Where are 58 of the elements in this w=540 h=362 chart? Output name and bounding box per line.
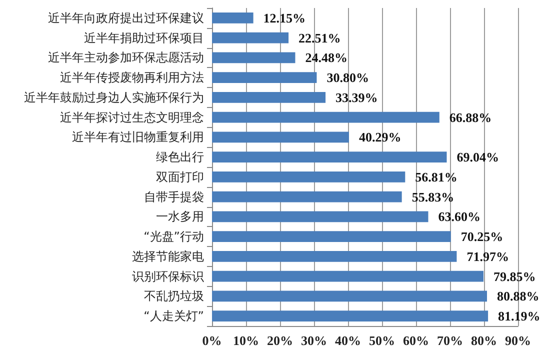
x-tick-label: 40% (335, 333, 361, 348)
y-tick-label: 自带手提袋 (144, 190, 204, 204)
y-tick-label: “人走关灯” (144, 309, 204, 324)
bar (212, 92, 326, 103)
y-tick-label: 不乱扔垃圾 (144, 289, 204, 304)
data-label: 79.85% (493, 268, 536, 284)
bar (212, 250, 457, 262)
y-tick-label: 近半年主动参加环保志愿活动 (48, 50, 204, 65)
data-label: 56.81% (415, 169, 458, 184)
x-tick-label: 0% (202, 333, 222, 348)
x-tick-label: 70% (437, 333, 463, 348)
bar (212, 270, 484, 282)
y-tick-label: 近半年向政府提出过环保建议 (48, 10, 204, 25)
x-tick-label: 20% (267, 333, 293, 348)
y-tick-label: “光盘”行动 (144, 230, 204, 244)
bar (212, 290, 487, 302)
data-label: 80.88% (496, 288, 540, 304)
data-label: 63.60% (438, 209, 480, 224)
y-tick-label: 近半年捐助过环保项目 (84, 30, 204, 45)
x-tick-label: 60% (403, 333, 429, 348)
data-label: 69.04% (456, 150, 499, 165)
y-tick-label: 一水多用 (156, 210, 204, 224)
y-tick-label: 绿色出行 (156, 150, 204, 164)
y-tick-label: 近半年鼓励过身边人实施环保行为 (24, 90, 204, 104)
data-label: 22.51% (298, 30, 341, 46)
y-tick-label: 近半年探讨过生态文明理念 (60, 110, 204, 124)
data-label: 12.15% (263, 10, 306, 26)
y-tick-label: 识别环保标识 (132, 269, 204, 284)
x-tick-label: 90% (505, 333, 531, 348)
data-label: 70.25% (460, 229, 504, 244)
y-tick-label: 近半年传授废物再利用方法 (60, 70, 204, 85)
data-label: 81.19% (498, 308, 540, 324)
data-label: 66.88% (449, 110, 492, 125)
bar (212, 171, 406, 182)
bar (212, 32, 289, 44)
bar (212, 191, 402, 202)
data-label: 71.97% (466, 248, 509, 264)
bar (212, 12, 254, 24)
y-tick-label: 双面打印 (156, 170, 204, 184)
y-tick-label: 选择节能家电 (132, 249, 204, 264)
data-label: 30.80% (326, 70, 369, 86)
y-tick-label: 近半年有过旧物重复利用 (72, 130, 204, 144)
bar (212, 112, 440, 123)
bar (212, 211, 428, 222)
data-label: 40.29% (358, 130, 402, 145)
bar (212, 152, 447, 163)
x-tick-label: 30% (301, 333, 327, 348)
x-tick-label: 10% (233, 333, 259, 348)
x-tick-label: 80% (471, 333, 497, 348)
bar (212, 52, 296, 64)
bar (212, 231, 451, 242)
bar (212, 72, 317, 84)
bar (212, 310, 488, 322)
data-label: 33.39% (336, 90, 378, 105)
data-label: 24.48% (305, 50, 348, 66)
bar (212, 132, 349, 143)
x-tick-label: 50% (369, 333, 395, 348)
data-label: 55.83% (412, 189, 454, 204)
